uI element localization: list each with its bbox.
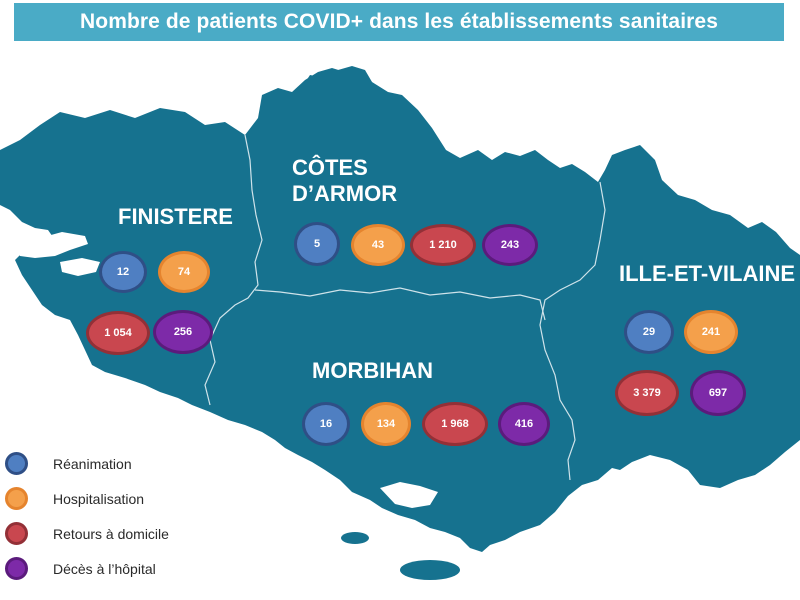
dept-label-cotes-line2: D’ARMOR (292, 181, 398, 206)
legend-item-reanimation: Réanimation (5, 452, 265, 475)
ille-retours-bubble: 3 379 (615, 370, 679, 416)
border-cotes-morbihan (254, 287, 546, 321)
cotes-retours-bubble: 1 210 (410, 224, 476, 266)
cotes-deces-bubble: 243 (482, 224, 538, 266)
finistere-hospitalisation-bubble: 74 (158, 251, 210, 293)
dept-label-morbihan: MORBIHAN (312, 358, 433, 383)
dept-label-cotes-line1: CÔTES (292, 155, 368, 180)
legend-label-hospitalisation: Hospitalisation (53, 490, 145, 507)
morbihan-hospitalisation-bubble: 134 (361, 402, 411, 446)
legend-swatch-retours (5, 522, 28, 545)
finistere-reanimation-bubble: 12 (99, 251, 147, 293)
legend-item-hospitalisation: Hospitalisation (5, 487, 265, 510)
cotes-hospitalisation-bubble: 43 (351, 224, 405, 266)
morbihan-retours-bubble: 1 968 (422, 402, 488, 446)
legend-swatch-deces (5, 557, 28, 580)
belle-ile-island (400, 560, 460, 580)
cotes-reanimation-bubble: 5 (294, 222, 340, 266)
morbihan-deces-bubble: 416 (498, 402, 550, 446)
legend-item-retours: Retours à domicile (5, 522, 265, 545)
legend-label-deces: Décès à l’hôpital (53, 560, 156, 577)
dept-label-finistere: FINISTERE (118, 204, 233, 229)
border-finistere-cotes (204, 134, 263, 406)
brittany-landmass (0, 68, 800, 552)
ille-reanimation-bubble: 29 (624, 310, 674, 354)
finistere-retours-bubble: 1 054 (86, 311, 150, 355)
ille-hospitalisation-bubble: 241 (684, 310, 738, 354)
border-ille-et-vilaine (539, 181, 606, 481)
dept-label-ille-et-vilaine: ILLE-ET-VILAINE (619, 261, 795, 286)
map-title: Nombre de patients COVID+ dans les établ… (80, 10, 718, 33)
legend-swatch-hospitalisation (5, 487, 28, 510)
legend-label-retours: Retours à domicile (53, 525, 169, 542)
title-banner: Nombre de patients COVID+ dans les établ… (14, 3, 784, 41)
legend-item-deces: Décès à l’hôpital (5, 557, 265, 580)
quiberon-peninsula (341, 532, 369, 544)
morbihan-reanimation-bubble: 16 (302, 402, 350, 446)
legend-swatch-reanimation (5, 452, 28, 475)
finistere-deces-bubble: 256 (153, 310, 213, 354)
legend-label-reanimation: Réanimation (53, 455, 132, 472)
ille-deces-bubble: 697 (690, 370, 746, 416)
